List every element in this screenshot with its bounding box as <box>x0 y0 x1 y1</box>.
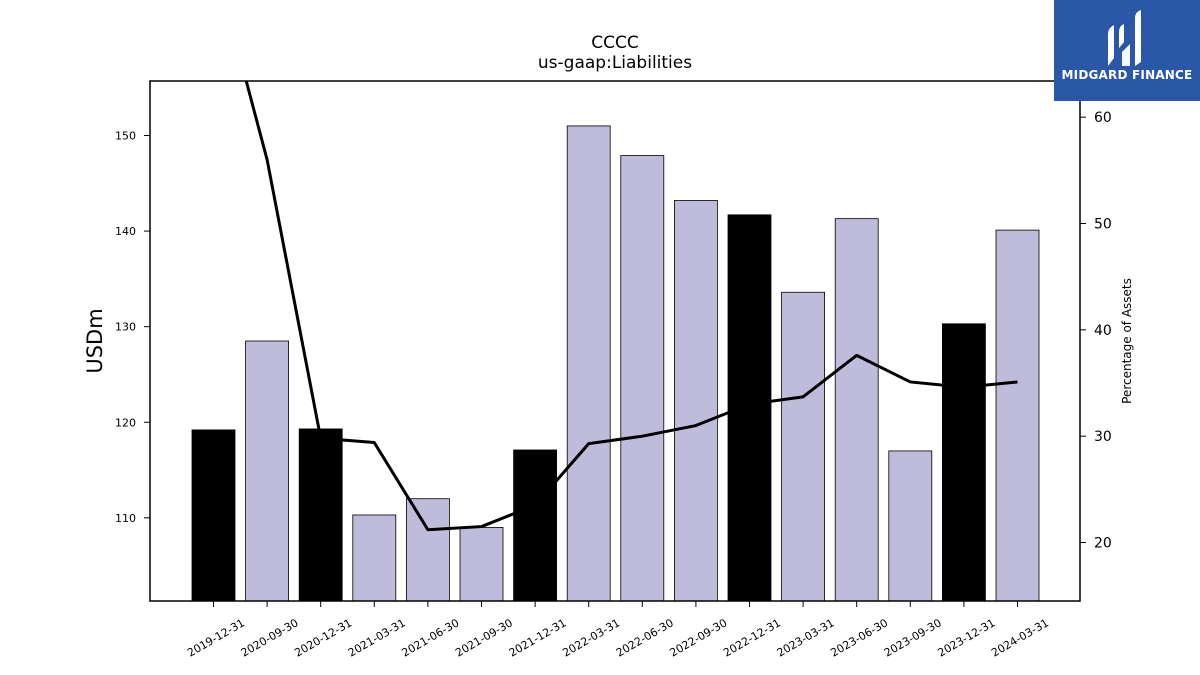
y2-axis-label: Percentage of Assets <box>1120 278 1134 404</box>
bar-series <box>191 125 1040 602</box>
chart-subtitle: us-gaap:Liabilities <box>537 53 693 73</box>
bar-2021-09-30 <box>459 526 504 602</box>
bar-2022-09-30 <box>674 200 718 602</box>
right-axis-ticks: 20 30 40 50 60 <box>1080 110 1112 552</box>
midgard-logo-icon <box>1108 10 1141 66</box>
bar-2024-03-31 <box>995 229 1040 602</box>
y2-tick-label: 30 <box>1094 429 1112 445</box>
x-tick-label: 2022-06-30 <box>614 616 676 659</box>
plot-frame <box>149 80 1081 602</box>
x-tick-label: 2019-12-31 <box>185 616 247 659</box>
x-tick-label: 2021-06-30 <box>400 616 462 659</box>
y-tick-label: 110 <box>115 512 136 525</box>
bar-2021-12-31 <box>513 449 557 602</box>
x-tick-label: 2021-12-31 <box>507 616 569 659</box>
x-tick-label: 2023-03-31 <box>775 616 837 659</box>
bar-2020-12-31 <box>298 428 343 602</box>
bar-2022-03-31 <box>566 125 611 602</box>
x-tick-label: 2020-12-31 <box>292 616 354 659</box>
x-tick-label: 2023-12-31 <box>936 616 998 659</box>
bar-2023-09-30 <box>888 450 933 602</box>
x-axis-ticks: 2019-12-312020-09-302020-12-312021-03-31… <box>185 601 1051 660</box>
bar-2022-06-30 <box>620 155 665 602</box>
y-tick-label: 150 <box>115 129 136 142</box>
bar-2023-06-30 <box>834 218 879 602</box>
x-tick-label: 2020-09-30 <box>239 616 301 659</box>
x-tick-label: 2022-12-31 <box>721 616 783 659</box>
x-tick-label: 2023-09-30 <box>882 616 944 659</box>
bar-2021-03-31 <box>352 514 397 602</box>
y2-tick-label: 60 <box>1094 110 1112 126</box>
x-tick-label: 2023-06-30 <box>828 616 890 659</box>
x-tick-label: 2024-03-31 <box>989 616 1051 659</box>
brand-name: MIDGARD FINANCE <box>1061 68 1193 82</box>
y-tick-label: 130 <box>115 321 136 334</box>
y2-tick-label: 50 <box>1094 216 1112 232</box>
x-tick-label: 2021-03-31 <box>346 616 408 659</box>
percentage-of-assets-line <box>244 81 1018 532</box>
bar-2023-03-31 <box>781 291 825 602</box>
bar-2019-12-31 <box>191 429 236 602</box>
y-axis-label: USDm <box>83 308 107 373</box>
y2-tick-label: 20 <box>1094 536 1112 552</box>
axes <box>149 80 1081 602</box>
y-tick-label: 120 <box>115 416 136 429</box>
chart-title: CCCC <box>591 33 639 53</box>
bar-2022-12-31 <box>727 214 772 602</box>
x-tick-label: 2022-03-31 <box>560 616 622 659</box>
brand-logo: MIDGARD FINANCE <box>1054 0 1200 101</box>
line-series <box>244 81 1018 532</box>
left-axis-ticks: 110 120 130 140 150 <box>115 129 150 525</box>
y2-tick-label: 40 <box>1094 323 1112 339</box>
bar-2023-12-31 <box>942 323 986 602</box>
bar-2020-09-30 <box>245 340 290 602</box>
bar-2021-06-30 <box>405 498 450 602</box>
x-tick-label: 2021-09-30 <box>453 616 515 659</box>
x-tick-label: 2022-09-30 <box>668 616 730 659</box>
y-tick-label: 140 <box>115 225 136 238</box>
